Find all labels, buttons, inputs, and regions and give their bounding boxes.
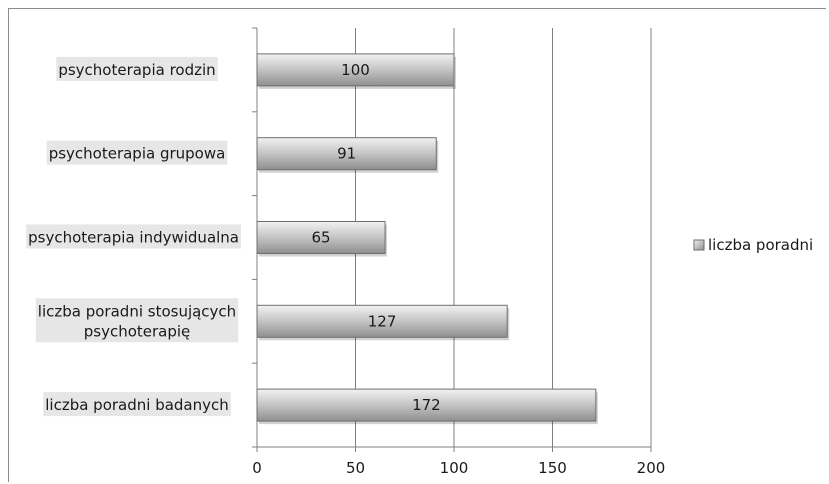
category-label-line: psychoterapia indywidualna	[28, 229, 239, 247]
category-label-bg	[26, 224, 241, 249]
category-label-line: psychoterapię	[84, 322, 191, 340]
data-label: 172	[412, 396, 441, 414]
bar	[256, 137, 437, 171]
bar	[256, 304, 508, 338]
grid-lines	[355, 28, 652, 447]
data-label: 65	[311, 229, 330, 247]
bar	[256, 388, 597, 422]
legend-swatch	[693, 239, 705, 251]
category-label-line: psychoterapia grupowa	[49, 145, 226, 163]
legend-label: liczba poradni	[708, 236, 813, 254]
data-label: 91	[337, 145, 356, 163]
x-tick-labels: 0 50 100 150 200	[252, 459, 665, 477]
category-label-line: liczba poradni stosujących	[38, 302, 236, 320]
category-labels: liczba poradni badanych liczba poradni st…	[26, 56, 241, 417]
bars	[256, 53, 598, 425]
category-label-line: psychoterapia rodzin	[58, 61, 215, 79]
bar	[256, 53, 455, 87]
category-label-bg	[35, 298, 239, 343]
category-label-line: liczba poradni badanych	[45, 396, 229, 414]
category-label: psychoterapia rodzin	[56, 56, 218, 81]
x-tick-label: 150	[538, 459, 567, 477]
category-label: psychoterapia indywidualna	[26, 224, 241, 249]
data-labels: 172 127 65 91 100	[311, 61, 440, 414]
x-tick-label: 100	[440, 459, 469, 477]
x-tick-label: 50	[346, 459, 365, 477]
category-label: psychoterapia grupowa	[46, 140, 228, 165]
category-label-bg	[56, 56, 218, 81]
x-tick-label: 200	[637, 459, 666, 477]
category-label-bg	[43, 392, 231, 417]
x-tick-label: 0	[252, 459, 262, 477]
data-label: 127	[368, 312, 397, 330]
category-label: liczba poradni stosujących psychoterapię	[35, 298, 239, 343]
category-label: liczba poradni badanych	[43, 392, 231, 417]
legend: liczba poradni	[693, 236, 813, 254]
category-label-bg	[46, 140, 228, 165]
data-label: 100	[341, 61, 370, 79]
bar	[256, 221, 386, 254]
